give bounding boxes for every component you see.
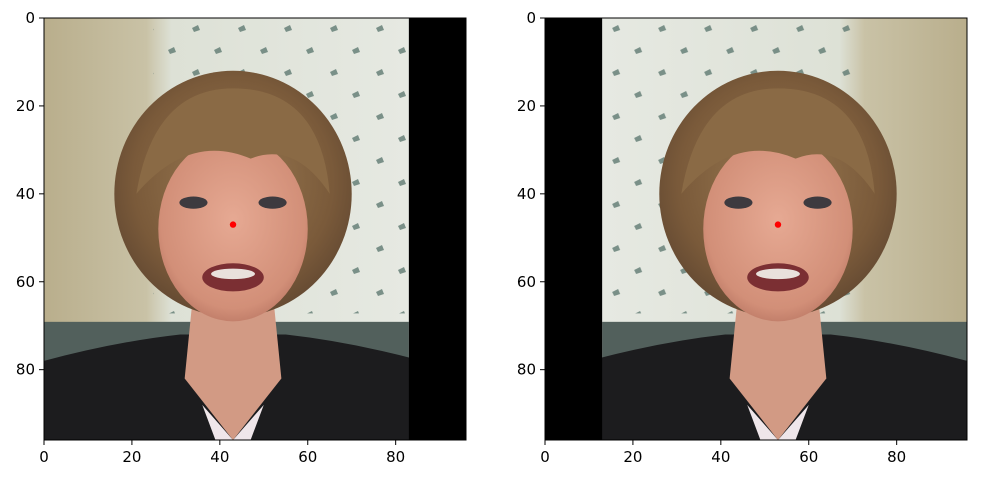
- photo-image: [44, 18, 466, 440]
- marker-point: [229, 221, 237, 228]
- teeth-shape: [211, 268, 255, 280]
- collar-shape: [202, 404, 264, 440]
- padding-region: [545, 18, 603, 440]
- y-tick-label: 40: [517, 185, 536, 203]
- marker-point: [774, 221, 782, 228]
- eye-shape: [724, 196, 753, 209]
- padding-region: [408, 18, 466, 440]
- x-tick-label: 80: [386, 448, 405, 466]
- image-panel-2: 0 20 40 60 80 0 20 40 60 80: [517, 9, 968, 466]
- x-tick-label: 0: [540, 448, 550, 466]
- eye-shape: [179, 196, 208, 209]
- face-shape: [703, 136, 853, 322]
- x-tick-label: 40: [210, 448, 229, 466]
- axes-frame: [544, 17, 968, 441]
- y-tick-label: 20: [517, 97, 536, 115]
- y-tick-label: 0: [526, 9, 536, 27]
- x-tick-label: 0: [39, 448, 49, 466]
- axes-frame: [43, 17, 467, 441]
- fringe-shape: [681, 88, 875, 194]
- y-tick-label: 60: [16, 273, 35, 291]
- y-tick-label: 60: [517, 273, 536, 291]
- collar-shape: [747, 404, 809, 440]
- x-tick-label: 60: [298, 448, 317, 466]
- x-tick-label: 20: [122, 448, 141, 466]
- x-tick-label: 40: [711, 448, 730, 466]
- fringe-shape: [136, 88, 330, 194]
- teeth-shape: [756, 268, 800, 280]
- y-tick-label: 80: [517, 361, 536, 379]
- neck-shape: [184, 290, 282, 440]
- face-shape: [158, 136, 308, 322]
- x-tick-label: 60: [799, 448, 818, 466]
- x-tick-label: 20: [623, 448, 642, 466]
- y-tick-label: 20: [16, 97, 35, 115]
- eye-shape: [803, 196, 832, 209]
- y-tick-label: 0: [25, 9, 35, 27]
- neck-shape: [729, 290, 827, 440]
- y-tick-label: 40: [16, 185, 35, 203]
- eye-shape: [258, 196, 287, 209]
- x-tick-label: 80: [887, 448, 906, 466]
- y-tick-label: 80: [16, 361, 35, 379]
- image-panel-1: 0 20 40 60 80 0 20 40 60 80: [16, 9, 467, 466]
- photo-image: [545, 18, 967, 440]
